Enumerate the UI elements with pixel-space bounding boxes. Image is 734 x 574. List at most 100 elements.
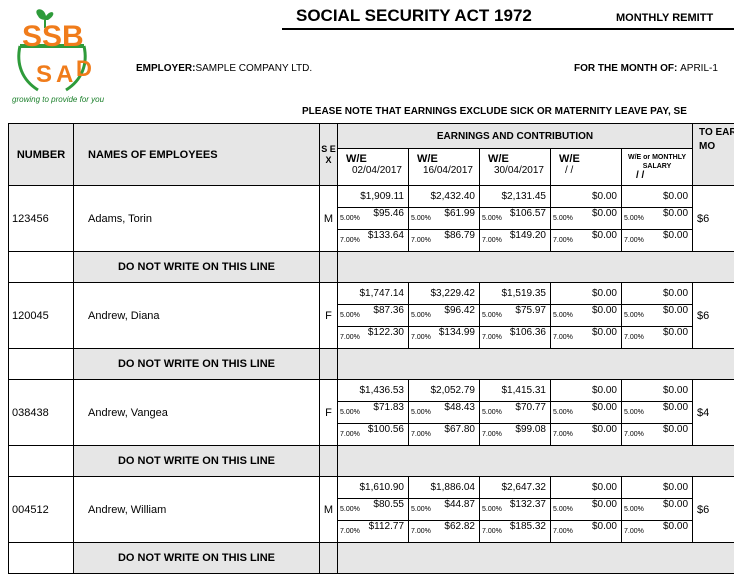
- rate-label: 5.00%: [338, 208, 360, 229]
- rate-label: 7.00%: [409, 230, 431, 251]
- svg-text:A: A: [56, 61, 73, 88]
- month-label: FOR THE MONTH OF:: [574, 63, 677, 74]
- column-header-number: NUMBER: [9, 124, 74, 186]
- month-value: APRIL-1: [680, 63, 718, 74]
- contribution-5-cell: 5.00%$71.83: [338, 402, 409, 424]
- contribution-5-cell: 5.00%$75.97: [480, 305, 551, 327]
- rate-label: 5.00%: [338, 402, 360, 423]
- employee-total: $6: [693, 477, 734, 543]
- do-not-write-label: DO NOT WRITE ON THIS LINE: [74, 543, 320, 574]
- rate-label: 7.00%: [622, 424, 644, 445]
- employee-sex: M: [320, 186, 338, 252]
- rate-label: 7.00%: [409, 327, 431, 348]
- employee-number: 123456: [9, 186, 74, 252]
- rate-label: 5.00%: [622, 305, 644, 326]
- contribution-7-cell: 7.00%$133.64: [338, 230, 409, 252]
- rate-label: 7.00%: [551, 424, 573, 445]
- rate-label: 7.00%: [551, 230, 573, 251]
- contribution-7-cell: 7.00%$185.32: [480, 521, 551, 543]
- earnings-contribution-header: EARNINGS AND CONTRIBUTION: [338, 124, 693, 149]
- earnings-cell: $1,909.11: [338, 186, 409, 208]
- blank-cell: [338, 349, 734, 380]
- contribution-7-cell: 7.00%$0.00: [551, 521, 622, 543]
- blank-cell: [338, 446, 734, 477]
- do-not-write-label: DO NOT WRITE ON THIS LINE: [74, 252, 320, 283]
- blank-cell: [320, 543, 338, 574]
- rate-label: 7.00%: [480, 230, 502, 251]
- blank-cell: [320, 446, 338, 477]
- blank-cell: [9, 446, 74, 477]
- rate-label: 7.00%: [409, 424, 431, 445]
- contribution-5-cell: 5.00%$0.00: [622, 402, 693, 424]
- rate-label: 7.00%: [480, 424, 502, 445]
- contribution-5-cell: 5.00%$106.57: [480, 208, 551, 230]
- contribution-5-cell: 5.00%$0.00: [622, 305, 693, 327]
- contribution-7-cell: 7.00%$134.99: [409, 327, 480, 349]
- do-not-write-row: DO NOT WRITE ON THIS LINE: [9, 446, 734, 477]
- rate-label: 5.00%: [551, 402, 573, 423]
- contribution-7-cell: 7.00%$86.79: [409, 230, 480, 252]
- contribution-5-cell: 5.00%$0.00: [622, 499, 693, 521]
- earnings-cell: $1,747.14: [338, 283, 409, 305]
- rate-label: 5.00%: [622, 402, 644, 423]
- employee-name: Andrew, Diana: [74, 283, 320, 349]
- rate-label: 7.00%: [551, 327, 573, 348]
- contribution-7-cell: 7.00%$67.80: [409, 424, 480, 446]
- contribution-5-cell: 5.00%$0.00: [622, 208, 693, 230]
- rate-label: 7.00%: [338, 521, 360, 542]
- contribution-5-cell: 5.00%$132.37: [480, 499, 551, 521]
- do-not-write-label: DO NOT WRITE ON THIS LINE: [74, 446, 320, 477]
- earnings-cell: $2,647.32: [480, 477, 551, 499]
- contribution-5-cell: 5.00%$44.87: [409, 499, 480, 521]
- earnings-cell: $1,415.31: [480, 380, 551, 402]
- contribution-7-cell: 7.00%$0.00: [622, 230, 693, 252]
- earnings-cell: $1,886.04: [409, 477, 480, 499]
- rate-label: 5.00%: [409, 402, 431, 423]
- blank-cell: [338, 252, 734, 283]
- rate-label: 5.00%: [480, 305, 502, 326]
- blank-cell: [9, 543, 74, 574]
- blank-cell: [320, 252, 338, 283]
- column-header-total: TO EAR F MO: [693, 124, 734, 186]
- earnings-cell: $0.00: [551, 186, 622, 208]
- monthly-remittance-label: MONTHLY REMITT: [616, 12, 713, 24]
- employee-total: $6: [693, 186, 734, 252]
- contribution-5-cell: 5.00%$0.00: [551, 208, 622, 230]
- svg-text:D: D: [76, 56, 92, 81]
- rate-label: 5.00%: [409, 305, 431, 326]
- contribution-7-cell: 7.00%$100.56: [338, 424, 409, 446]
- contribution-7-cell: 7.00%$0.00: [551, 327, 622, 349]
- do-not-write-row: DO NOT WRITE ON THIS LINE: [9, 543, 734, 574]
- contribution-5-cell: 5.00%$61.99: [409, 208, 480, 230]
- rate-label: 5.00%: [622, 499, 644, 520]
- rate-label: 7.00%: [480, 521, 502, 542]
- rate-label: 7.00%: [409, 521, 431, 542]
- contribution-5-cell: 5.00%$48.43: [409, 402, 480, 424]
- rate-label: 5.00%: [480, 499, 502, 520]
- page-title: SOCIAL SECURITY ACT 1972: [296, 6, 532, 26]
- contribution-7-cell: 7.00%$112.77: [338, 521, 409, 543]
- column-header-names: NAMES OF EMPLOYEES: [74, 124, 320, 186]
- earnings-cell: $0.00: [622, 186, 693, 208]
- earnings-cell: $1,610.90: [338, 477, 409, 499]
- contribution-7-cell: 7.00%$0.00: [622, 424, 693, 446]
- contribution-7-cell: 7.00%$149.20: [480, 230, 551, 252]
- contribution-5-cell: 5.00%$96.42: [409, 305, 480, 327]
- contribution-5-cell: 5.00%$70.77: [480, 402, 551, 424]
- employer-label: EMPLOYER:: [136, 63, 195, 74]
- earnings-note: PLEASE NOTE THAT EARNINGS EXCLUDE SICK O…: [302, 106, 687, 117]
- earnings-cell: $3,229.42: [409, 283, 480, 305]
- do-not-write-row: DO NOT WRITE ON THIS LINE: [9, 252, 734, 283]
- contribution-5-cell: 5.00%$87.36: [338, 305, 409, 327]
- logo-letters-top: SSB: [22, 20, 84, 53]
- employee-sex: F: [320, 380, 338, 446]
- employee-sex: M: [320, 477, 338, 543]
- contribution-7-cell: 7.00%$0.00: [622, 521, 693, 543]
- contribution-5-cell: 5.00%$95.46: [338, 208, 409, 230]
- svg-text:S: S: [36, 61, 52, 88]
- blank-cell: [338, 543, 734, 574]
- contribution-7-cell: 7.00%$0.00: [551, 424, 622, 446]
